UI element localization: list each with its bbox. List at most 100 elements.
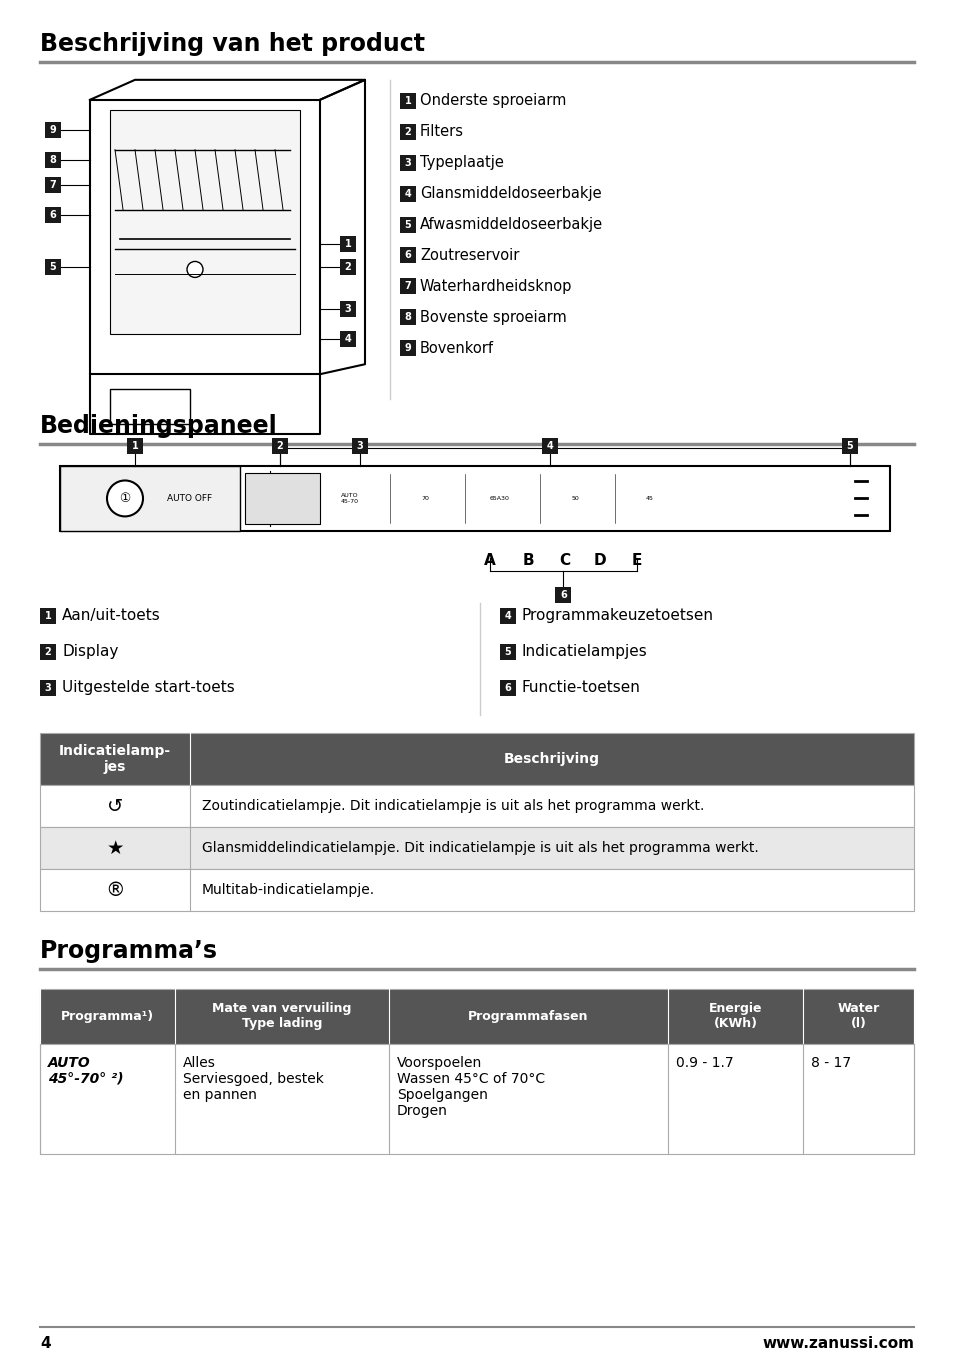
Text: 4: 4 [546,441,553,452]
Text: 50: 50 [571,496,578,502]
Bar [499,680,516,695]
Text: 5: 5 [404,219,411,230]
Bar [60,466,240,531]
Text: Onderste sproeiarm: Onderste sproeiarm [419,93,566,108]
Text: 3: 3 [404,158,411,168]
Text: 4: 4 [40,1336,51,1351]
Text: A: A [483,553,496,568]
Text: ®: ® [105,880,125,899]
Bar [45,177,61,192]
Text: 5: 5 [845,441,853,452]
Text: Zoutreservoir: Zoutreservoir [419,247,518,262]
Bar [110,389,190,425]
Text: Afwasmiddeldoseerbakje: Afwasmiddeldoseerbakje [419,218,602,233]
Text: Glansmiddelindicatielampje. Dit indicatielampje is uit als het programma werkt.: Glansmiddelindicatielampje. Dit indicati… [202,841,758,856]
Bar [339,237,355,253]
Bar [40,607,56,623]
Text: Water
(l): Water (l) [837,1002,879,1030]
Text: B: B [521,553,534,568]
Text: 7: 7 [404,281,411,292]
Text: 1: 1 [45,611,51,621]
Bar [499,607,516,623]
Bar [339,260,355,276]
Text: Aan/uit-toets: Aan/uit-toets [62,608,161,623]
Text: ①: ① [119,492,131,504]
Text: AUTO
45-70: AUTO 45-70 [340,493,358,504]
Text: C: C [558,553,570,568]
Text: 2: 2 [344,262,351,273]
Text: 1: 1 [344,239,351,250]
Bar [841,438,857,454]
Text: Zoutindicatielampje. Dit indicatielampje is uit als het programma werkt.: Zoutindicatielampje. Dit indicatielampje… [202,799,703,814]
Text: Indicatielamp-
jes: Indicatielamp- jes [59,745,171,775]
Bar [127,438,143,454]
Text: AUTO
45°-70° ²): AUTO 45°-70° ²) [48,1056,124,1086]
Bar [40,1044,913,1153]
Text: Beschrijving van het product: Beschrijving van het product [40,32,424,55]
Text: 7: 7 [50,180,56,189]
Circle shape [107,480,143,516]
Text: 0.9 - 1.7: 0.9 - 1.7 [676,1056,733,1069]
Bar [45,151,61,168]
Bar [40,644,56,660]
Text: D: D [593,553,606,568]
Bar [541,438,558,454]
Text: E: E [631,553,641,568]
Bar [555,587,571,603]
Text: Functie-toetsen: Functie-toetsen [521,680,640,695]
Bar [499,644,516,660]
Text: 8: 8 [404,312,411,322]
Text: Typeplaatje: Typeplaatje [419,155,503,170]
Text: 70: 70 [420,496,429,502]
Circle shape [187,261,203,277]
Text: Programma¹): Programma¹) [61,1010,153,1023]
Bar [245,473,319,523]
Text: 9: 9 [404,343,411,353]
Text: Mate van vervuiling
Type lading: Mate van vervuiling Type lading [213,1002,352,1030]
Bar [110,110,299,334]
Text: 3: 3 [356,441,363,452]
Text: Uitgestelde start-toets: Uitgestelde start-toets [62,680,234,695]
Bar [399,341,416,356]
Bar [339,301,355,318]
Bar [40,680,56,695]
Bar [40,733,913,786]
Text: Indicatielampjes: Indicatielampjes [521,644,647,660]
Bar [60,466,889,531]
Text: ↺: ↺ [107,796,123,815]
Text: Energie
(KWh): Energie (KWh) [708,1002,761,1030]
Bar [399,216,416,233]
Text: 6: 6 [50,210,56,219]
Text: Programma’s: Programma’s [40,940,218,963]
Text: 4: 4 [404,188,411,199]
Text: 5: 5 [504,646,511,657]
Text: Voorspoelen
Wassen 45°C of 70°C
Spoelgangen
Drogen: Voorspoelen Wassen 45°C of 70°C Spoelgan… [396,1056,544,1118]
Bar [352,438,368,454]
Text: Bovenste sproeiarm: Bovenste sproeiarm [419,310,566,324]
Text: Beschrijving: Beschrijving [503,752,599,767]
Text: 4: 4 [504,611,511,621]
Text: www.zanussi.com: www.zanussi.com [761,1336,913,1351]
Text: 6: 6 [559,589,566,600]
Text: 1: 1 [132,441,138,452]
Bar [45,260,61,276]
Bar [399,247,416,264]
Bar [40,827,913,869]
Bar [339,331,355,347]
Bar [40,786,913,827]
Text: Waterhardheidsknop: Waterhardheidsknop [419,279,572,293]
Text: 6: 6 [504,683,511,692]
Text: Bovenkorf: Bovenkorf [419,341,494,356]
Bar [399,185,416,201]
Text: 2: 2 [276,441,283,452]
Text: 5: 5 [50,262,56,273]
Text: Alles
Serviesgoed, bestek
en pannen: Alles Serviesgoed, bestek en pannen [183,1056,323,1102]
Text: Multitab-indicatielampje.: Multitab-indicatielampje. [202,883,375,898]
Text: ★: ★ [106,838,124,857]
Text: Bedieningspaneel: Bedieningspaneel [40,414,277,438]
Bar [45,207,61,223]
Text: 2: 2 [404,127,411,137]
Bar [399,279,416,295]
Text: 4: 4 [344,334,351,345]
Text: Programmafasen: Programmafasen [468,1010,588,1023]
